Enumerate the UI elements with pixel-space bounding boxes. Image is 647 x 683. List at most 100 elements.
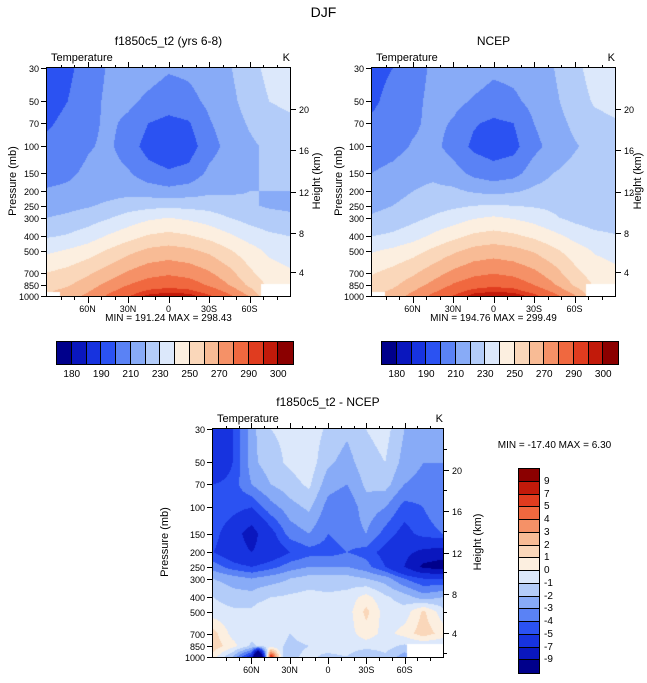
- panel-diff-units-label: K: [435, 413, 443, 425]
- panel-model-plot: [46, 67, 291, 297]
- diff-height-tick: [444, 553, 449, 554]
- diff-lat-tick: [226, 426, 227, 429]
- ncep-pressure-tick: [366, 206, 371, 207]
- model-pressure-tick-label: 30: [28, 64, 39, 74]
- colorbar-diff-segment: [518, 646, 540, 662]
- model-lat-tick: [115, 65, 116, 68]
- model-height-tick-label: 20: [299, 105, 310, 115]
- model-lat-tick: [223, 65, 224, 68]
- ncep-height-tick-label: 4: [624, 268, 630, 278]
- colorbar-model-segment: [262, 341, 280, 365]
- model-height-tick: [291, 109, 296, 110]
- colorbar-diff-label: -3: [544, 603, 553, 615]
- ncep-lat-tick: [413, 297, 414, 303]
- colorbar-model-segment: [70, 341, 88, 365]
- ncep-height-tick-label: 16: [624, 146, 635, 156]
- panel-ncep-title: NCEP: [476, 34, 511, 48]
- diff-lat-tick: [315, 658, 316, 661]
- panel-model-field-label: Temperature: [51, 52, 113, 64]
- ncep-lat-tick: [507, 65, 508, 68]
- diff-lat-tick: [328, 423, 329, 429]
- model-lat-tick: [128, 62, 129, 68]
- model-lat-tick: [88, 62, 89, 68]
- diff-lat-tick-label: 60N: [243, 665, 260, 675]
- model-pressure-tick-label: 700: [23, 269, 39, 279]
- panel-ncep-plot: [371, 67, 616, 297]
- model-lat-tick: [196, 65, 197, 68]
- model-lat-tick: [182, 297, 183, 300]
- panel-diff-title: f1850c5_t2 - NCEP: [276, 395, 380, 409]
- ncep-lat-tick: [588, 297, 589, 300]
- diff-lat-tick: [354, 426, 355, 429]
- model-lat-tick: [101, 65, 102, 68]
- ncep-lat-tick-label: 60S: [566, 304, 583, 314]
- ncep-pressure-tick-label: 400: [348, 232, 364, 242]
- colorbar-model-segment: [188, 341, 206, 365]
- diff-lat-tick: [354, 658, 355, 661]
- colorbar-ncep-segment: [587, 341, 605, 365]
- model-lat-tick: [236, 297, 237, 300]
- colorbar-diff-segment: [518, 468, 540, 483]
- diff-height-minor-tick: [444, 572, 447, 573]
- diff-lat-tick-label: 0: [325, 665, 331, 675]
- colorbar-diff-segment: [518, 557, 540, 572]
- diff-lat-tick: [392, 658, 393, 661]
- diff-pressure-tick-label: 200: [189, 548, 205, 558]
- colorbar-model-segment: [129, 341, 147, 365]
- panel-model-minmax: MIN = 191.24 MAX = 298.43: [105, 313, 232, 324]
- model-pressure-tick-label: 850: [23, 281, 39, 291]
- ncep-lat-tick-label: 0: [490, 304, 496, 314]
- diff-pressure-tick-label: 150: [189, 530, 205, 540]
- colorbar-diff-label: -7: [544, 641, 553, 653]
- model-pressure-tick-label: 100: [23, 142, 39, 152]
- colorbar-model-segment: [159, 341, 176, 365]
- colorbar-diff-label: 9: [544, 475, 550, 487]
- diff-height-tick: [444, 594, 449, 595]
- ncep-pressure-tick-label: 850: [348, 281, 364, 291]
- colorbar-ncep-segment: [410, 341, 428, 365]
- model-lat-tick: [236, 65, 237, 68]
- diff-lat-tick: [366, 423, 367, 429]
- colorbar-model-segment: [56, 341, 73, 365]
- model-lat-tick: [142, 65, 143, 68]
- colorbar-diff-segment: [518, 621, 540, 636]
- colorbar-model-segment: [144, 341, 162, 365]
- diff-lat-tick: [366, 658, 367, 664]
- diff-height-tick: [444, 511, 449, 512]
- ncep-lat-tick: [588, 65, 589, 68]
- model-lat-tick-label: 0: [165, 304, 171, 314]
- diff-pressure-tick: [207, 534, 212, 535]
- model-pressure-tick: [41, 68, 46, 69]
- ncep-lat-tick: [440, 65, 441, 68]
- colorbar-diff-label: 0: [544, 565, 550, 576]
- panel-model-height-axis-title: Height (km): [311, 152, 323, 210]
- colorbar-diff-label: -9: [544, 654, 553, 666]
- ncep-height-tick-label: 12: [624, 188, 635, 198]
- ncep-pressure-tick-label: 300: [348, 214, 364, 224]
- model-pressure-tick: [41, 285, 46, 286]
- model-lat-tick: [61, 65, 62, 68]
- colorbar-ncep-segment: [484, 341, 501, 365]
- panel-diff-minmax: MIN = -17.40 MAX = 6.30: [497, 440, 612, 451]
- colorbar-model-label: 270: [210, 369, 228, 380]
- ncep-lat-tick: [467, 65, 468, 68]
- colorbar-diff-label: 4: [544, 514, 550, 525]
- colorbar-diff-label: -1: [544, 577, 553, 589]
- model-pressure-tick: [41, 123, 46, 124]
- ncep-pressure-tick: [366, 236, 371, 237]
- ncep-pressure-tick-label: 70: [353, 119, 364, 129]
- model-pressure-tick: [41, 296, 46, 297]
- model-height-tick-label: 8: [299, 229, 305, 239]
- colorbar-ncep-segment: [558, 341, 575, 365]
- model-height-tick: [291, 150, 296, 151]
- colorbar-ncep-segment: [469, 341, 487, 365]
- model-lat-tick: [250, 62, 251, 68]
- diff-pressure-tick-label: 1000: [184, 653, 205, 663]
- model-lat-tick: [74, 297, 75, 300]
- ncep-pressure-tick: [366, 251, 371, 252]
- diff-pressure-tick-label: 50: [194, 458, 205, 468]
- model-pressure-tick-label: 200: [23, 187, 39, 197]
- ncep-pressure-tick-label: 1000: [343, 292, 364, 302]
- figure-title: DJF: [310, 4, 337, 20]
- model-pressure-tick: [41, 206, 46, 207]
